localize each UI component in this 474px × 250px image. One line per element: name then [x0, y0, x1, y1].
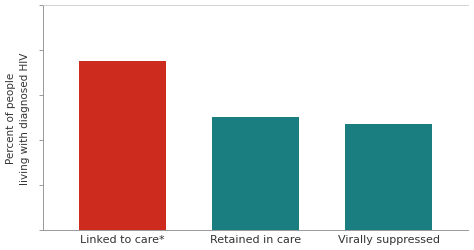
- Y-axis label: Percent of people
living with diagnosed HIV: Percent of people living with diagnosed …: [6, 52, 29, 184]
- Bar: [212, 118, 299, 230]
- Bar: [79, 62, 166, 230]
- Bar: [346, 125, 432, 230]
